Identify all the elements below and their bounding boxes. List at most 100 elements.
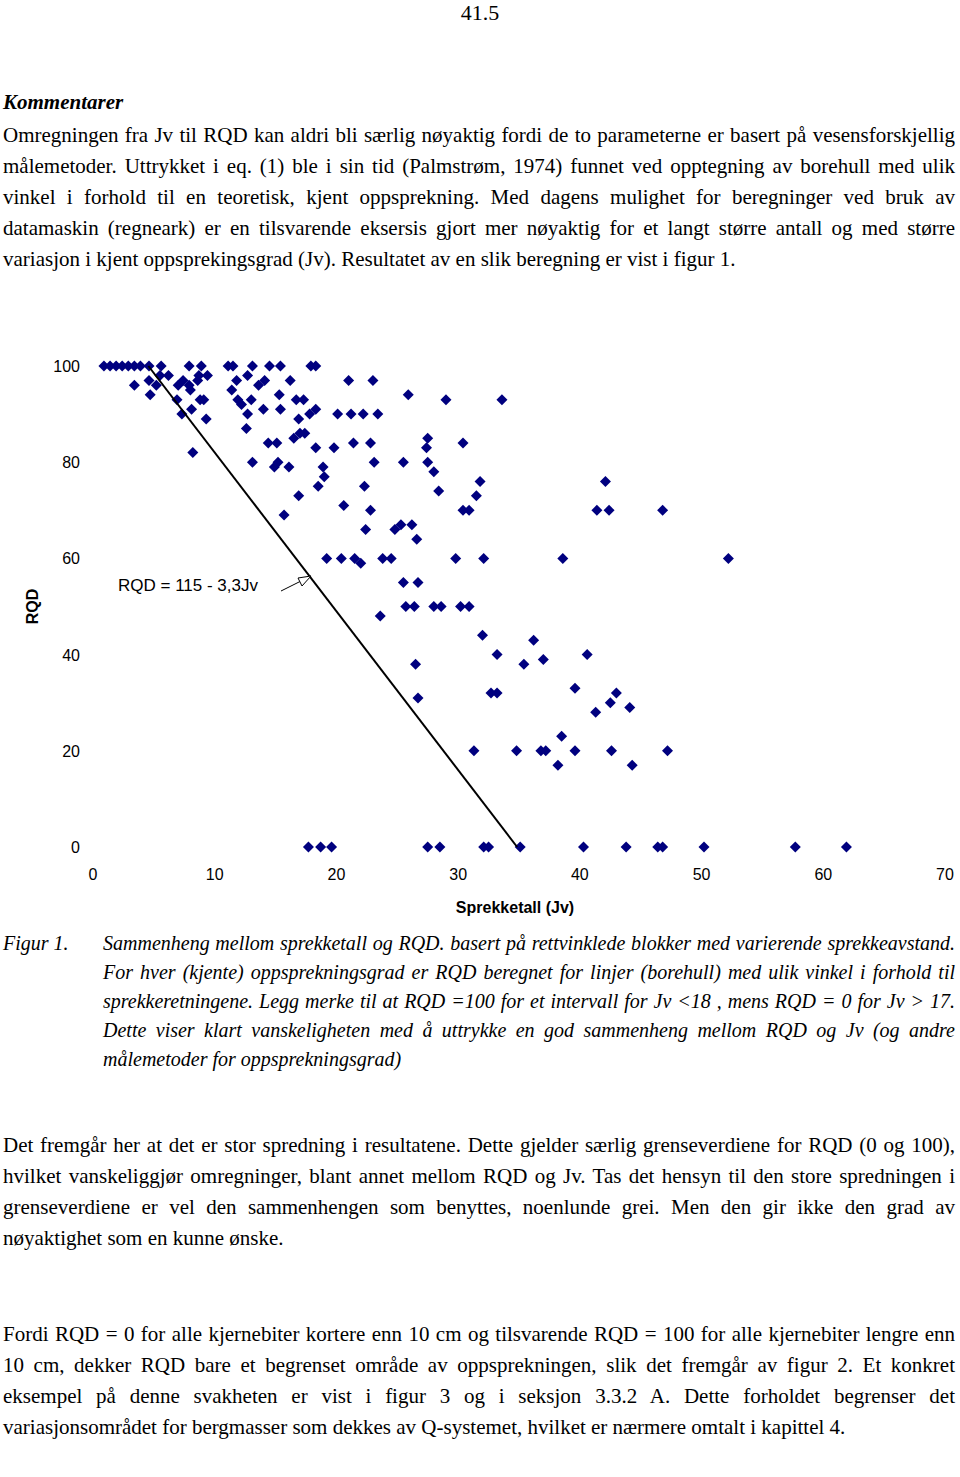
paragraph: Omregningen fra Jv til RQD kan aldri bli… bbox=[3, 120, 955, 275]
data-point bbox=[528, 635, 539, 646]
data-point bbox=[227, 361, 238, 372]
y-tick-label: 20 bbox=[62, 743, 80, 760]
figure-caption: Figur 1.Sammenheng mellom sprekketall og… bbox=[3, 929, 955, 1074]
data-point bbox=[458, 437, 469, 448]
data-point bbox=[412, 577, 423, 588]
data-point bbox=[403, 389, 414, 400]
data-point bbox=[145, 389, 156, 400]
data-point bbox=[464, 601, 475, 612]
data-point bbox=[450, 553, 461, 564]
x-tick-label: 30 bbox=[449, 866, 467, 883]
arrow-head bbox=[298, 576, 311, 586]
data-point bbox=[468, 745, 479, 756]
data-point bbox=[386, 553, 397, 564]
data-point bbox=[186, 404, 197, 415]
data-point bbox=[355, 558, 366, 569]
data-point bbox=[421, 442, 432, 453]
data-point bbox=[409, 601, 420, 612]
data-point bbox=[241, 423, 252, 434]
data-point bbox=[315, 842, 326, 853]
y-tick-label: 80 bbox=[62, 454, 80, 471]
y-tick-label: 100 bbox=[53, 358, 80, 375]
x-tick-label: 50 bbox=[693, 866, 711, 883]
data-point bbox=[275, 361, 286, 372]
data-point bbox=[293, 413, 304, 424]
data-point bbox=[582, 649, 593, 660]
data-point bbox=[411, 534, 422, 545]
data-point bbox=[433, 486, 444, 497]
data-point bbox=[303, 842, 314, 853]
data-point bbox=[535, 745, 546, 756]
data-point bbox=[242, 409, 253, 420]
data-point bbox=[790, 842, 801, 853]
data-point bbox=[328, 442, 339, 453]
data-point bbox=[436, 601, 447, 612]
data-point bbox=[293, 490, 304, 501]
data-point bbox=[611, 688, 622, 699]
data-point bbox=[326, 842, 337, 853]
data-point bbox=[471, 490, 482, 501]
data-point bbox=[310, 404, 321, 415]
data-point bbox=[662, 745, 673, 756]
data-point bbox=[395, 519, 406, 530]
data-point bbox=[242, 370, 253, 381]
data-point bbox=[605, 697, 616, 708]
data-point bbox=[422, 433, 433, 444]
data-point bbox=[156, 361, 167, 372]
data-point bbox=[422, 842, 433, 853]
data-point bbox=[591, 505, 602, 516]
data-point bbox=[604, 505, 615, 516]
y-axis-label: RQD bbox=[24, 589, 41, 625]
data-point bbox=[440, 394, 451, 405]
data-point bbox=[475, 476, 486, 487]
data-point bbox=[310, 442, 321, 453]
data-point bbox=[723, 553, 734, 564]
data-point bbox=[492, 649, 503, 660]
data-point bbox=[343, 375, 354, 386]
data-point bbox=[198, 394, 209, 405]
data-point bbox=[511, 745, 522, 756]
data-point bbox=[410, 659, 421, 670]
data-point bbox=[398, 577, 409, 588]
heading: Kommentarer bbox=[3, 90, 123, 115]
data-point bbox=[422, 457, 433, 468]
plot-area bbox=[98, 361, 851, 853]
x-tick-label: 60 bbox=[814, 866, 832, 883]
x-tick-label: 20 bbox=[328, 866, 346, 883]
paragraph: Fordi RQD = 0 for alle kjernebiter korte… bbox=[3, 1319, 955, 1443]
data-point bbox=[365, 505, 376, 516]
data-point bbox=[259, 375, 270, 386]
data-point bbox=[372, 409, 383, 420]
data-point bbox=[478, 553, 489, 564]
data-point bbox=[699, 842, 710, 853]
data-point bbox=[375, 611, 386, 622]
data-point bbox=[202, 370, 213, 381]
data-point bbox=[841, 842, 852, 853]
page-number: 41.5 bbox=[0, 0, 960, 26]
data-point bbox=[360, 524, 371, 535]
data-point bbox=[657, 842, 668, 853]
data-point bbox=[458, 505, 469, 516]
data-point bbox=[184, 361, 195, 372]
data-point bbox=[226, 385, 237, 396]
data-point bbox=[231, 375, 242, 386]
chart: 020406080100010203040506070Sprekketall (… bbox=[0, 340, 960, 920]
caption-text: Sammenheng mellom sprekketall og RQD. ba… bbox=[103, 929, 955, 1074]
data-point bbox=[412, 692, 423, 703]
data-point bbox=[274, 389, 285, 400]
data-point bbox=[236, 399, 247, 410]
data-point bbox=[338, 500, 349, 511]
data-point bbox=[258, 404, 269, 415]
data-point bbox=[496, 394, 507, 405]
data-point bbox=[332, 409, 343, 420]
data-point bbox=[398, 457, 409, 468]
data-point bbox=[627, 760, 638, 771]
data-point bbox=[606, 745, 617, 756]
data-point bbox=[264, 361, 275, 372]
data-point bbox=[187, 447, 198, 458]
data-point bbox=[657, 505, 668, 516]
data-point bbox=[346, 409, 357, 420]
data-point bbox=[299, 428, 310, 439]
y-tick-label: 0 bbox=[71, 839, 80, 856]
data-point bbox=[486, 688, 497, 699]
